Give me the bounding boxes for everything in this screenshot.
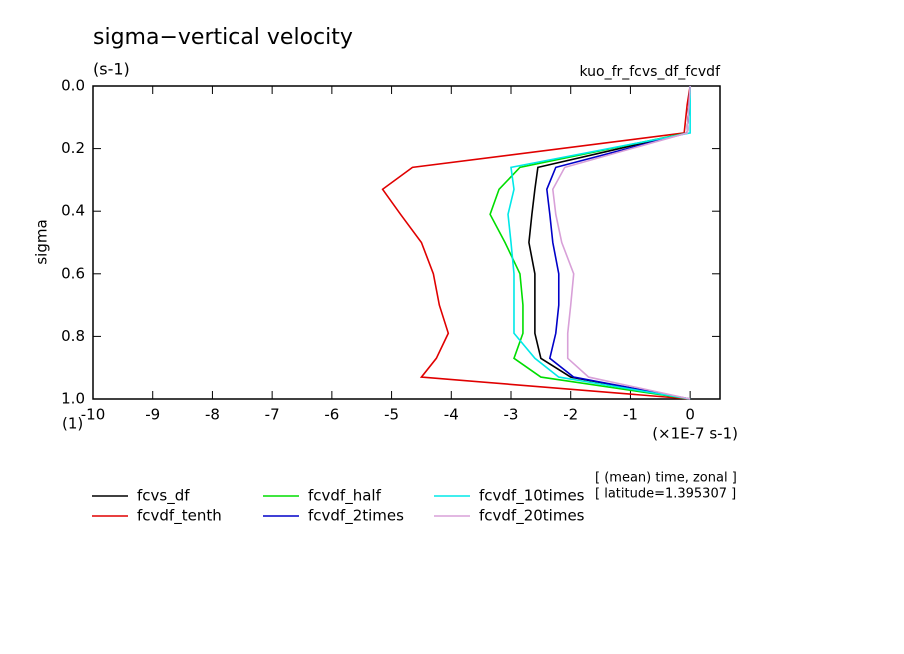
y-tick-label: 0.8 <box>61 327 85 345</box>
y-axis-label: sigma <box>33 219 51 264</box>
y-tick-label: 0.6 <box>61 264 85 282</box>
x-tick-label: -1 <box>623 406 638 424</box>
legend-label: fcvdf_10times <box>479 487 585 506</box>
x-tick-label: -4 <box>444 406 459 424</box>
plot-frame <box>92 85 721 400</box>
x-tick-label: 0 <box>685 406 695 424</box>
x-tick-label: -6 <box>324 406 339 424</box>
series-line <box>507 86 691 400</box>
y-unit: (1) <box>62 415 83 433</box>
series-line <box>551 85 691 400</box>
x-tick-label: -9 <box>145 406 160 424</box>
y-tick-label: 0.2 <box>61 139 85 157</box>
x-tick-label: -5 <box>384 406 399 424</box>
y-tick-label: 0.4 <box>61 202 85 220</box>
run-label: kuo_fr_fcvs_df_fcvdf <box>579 64 721 80</box>
x-tick-label: -10 <box>81 406 106 424</box>
legend-label: fcvdf_20times <box>479 507 585 526</box>
chart-title: sigma−vertical velocity <box>93 25 353 50</box>
legend-label: fcvdf_2times <box>308 507 404 526</box>
x-tick-label: -3 <box>504 406 519 424</box>
y-tick-label: 1.0 <box>61 390 85 408</box>
note: [ (mean) time, zonal ] <box>595 471 737 486</box>
series-line <box>489 85 691 400</box>
y-tick-label: 0.0 <box>61 77 85 95</box>
legend-label: fcvdf_tenth <box>137 507 222 526</box>
legend-label: fcvs_df <box>137 487 190 506</box>
note: [ latitude=1.395307 ] <box>595 487 736 502</box>
x-tick-label: -2 <box>563 406 578 424</box>
series-line <box>381 85 691 400</box>
legend-label: fcvdf_half <box>308 487 382 506</box>
x-tick-label: -7 <box>265 406 280 424</box>
subtitle: (s-1) <box>93 60 130 79</box>
x-unit: (×1E-7 s-1) <box>652 425 738 443</box>
x-tick-label: -8 <box>205 406 220 424</box>
